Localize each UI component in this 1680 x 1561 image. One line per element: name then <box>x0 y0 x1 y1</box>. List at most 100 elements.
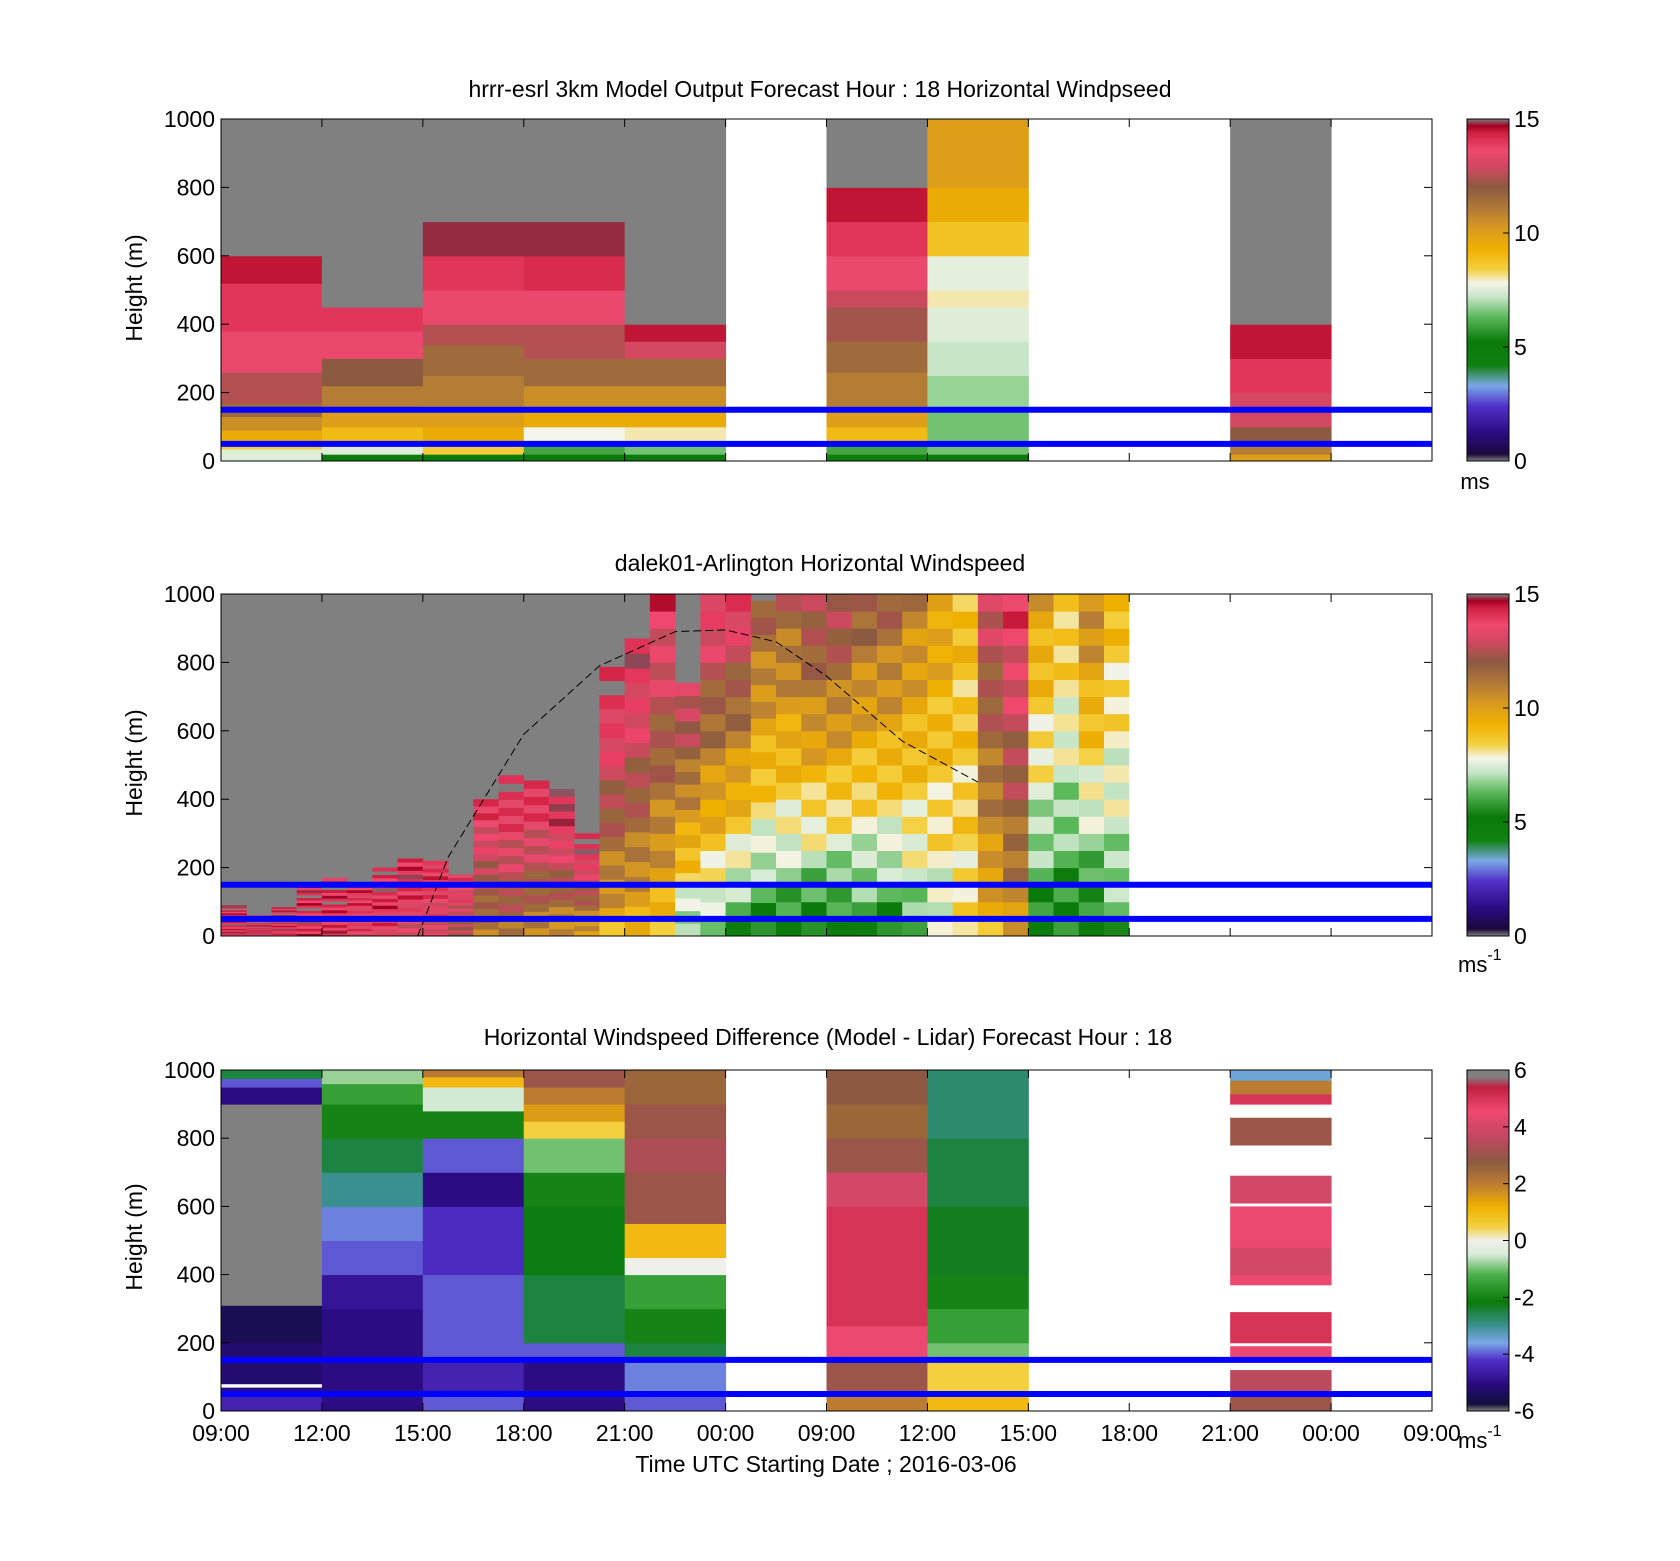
lidar-cell <box>750 818 777 836</box>
lidar-cell <box>422 875 449 881</box>
lidar-cell <box>851 918 878 937</box>
lidar-cell <box>372 912 399 916</box>
lidar-cell <box>448 892 474 897</box>
heatmap-cell <box>826 426 928 445</box>
lidar-cell <box>296 933 323 937</box>
lidar-cell <box>750 667 777 686</box>
lidar-cell <box>826 867 853 886</box>
lidar-cell <box>498 799 525 808</box>
lidar-cell <box>876 645 903 663</box>
lidar-cell <box>397 911 424 916</box>
lidar-cell <box>624 802 651 818</box>
heatmap-cell <box>927 1308 1029 1344</box>
heatmap-cell <box>221 119 323 223</box>
heatmap-cell <box>221 255 323 284</box>
lidar-cell <box>826 901 853 920</box>
lidar-cell <box>776 867 802 886</box>
lidar-cell <box>271 931 298 934</box>
heatmap-cell <box>221 449 323 462</box>
lidar-cell <box>851 884 878 903</box>
x-tick-label: 09:00 <box>798 1420 856 1446</box>
lidar-cell <box>776 611 802 629</box>
lidar-cell <box>347 925 373 929</box>
lidar-cell <box>498 863 525 873</box>
lidar-cell <box>221 911 247 914</box>
plot-area-difference <box>220 1069 1433 1412</box>
heatmap-cell <box>321 1138 424 1173</box>
heatmap-cell <box>321 443 424 455</box>
lidar-cell <box>1053 645 1080 663</box>
lidar-cell <box>801 713 827 732</box>
lidar-cell <box>599 794 626 809</box>
lidar-cell <box>473 833 500 841</box>
lidar-cell <box>750 835 777 853</box>
lidar-cell <box>1104 799 1130 817</box>
lidar-cell <box>1053 662 1080 680</box>
heatmap-cell <box>1230 1247 1332 1276</box>
heatmap-cell <box>826 341 928 373</box>
lidar-cell <box>977 901 1004 920</box>
y-tick-label: 0 <box>202 1398 215 1424</box>
heatmap-cell <box>927 409 1029 455</box>
lidar-cell <box>271 908 298 911</box>
lidar-cell <box>776 730 802 749</box>
lidar-cell <box>902 679 928 698</box>
lidar-cell <box>675 860 701 874</box>
lidar-cell <box>675 847 701 861</box>
heatmap-cell <box>927 1359 1029 1395</box>
lidar-cell <box>422 898 449 903</box>
lidar-cell <box>700 696 727 715</box>
lidar-cell <box>675 758 701 772</box>
heatmap-cell <box>1230 1175 1332 1204</box>
lidar-cell <box>927 799 954 817</box>
lidar-cell <box>397 890 424 896</box>
lidar-cell <box>1028 816 1055 834</box>
lidar-cell <box>826 747 853 766</box>
lidar-cell <box>952 850 979 869</box>
lidar-cell <box>1028 782 1055 800</box>
heatmap-cell <box>221 1104 323 1306</box>
lidar-cell <box>523 919 550 929</box>
lidar-cell <box>725 747 752 766</box>
heatmap-cell <box>927 1274 1029 1310</box>
lidar-cell <box>372 901 399 906</box>
lidar-cell <box>952 765 979 783</box>
lidar-cell <box>876 679 903 698</box>
lidar-cell <box>725 611 752 629</box>
lidar-cell <box>700 611 727 629</box>
lidar-cell <box>851 645 878 663</box>
lidar-cell <box>221 906 247 909</box>
heatmap-cell <box>221 1078 323 1088</box>
y-tick-label: 800 <box>177 1125 215 1151</box>
lidar-cell <box>1053 765 1080 783</box>
heatmap-cell <box>1230 1070 1332 1081</box>
lidar-cell <box>397 886 424 892</box>
heatmap-cell <box>826 290 928 308</box>
lidar-cell <box>675 885 701 899</box>
lidar-cell <box>902 628 928 646</box>
lidar-cell <box>750 902 777 920</box>
lidar-cell <box>649 611 676 629</box>
heatmap-cell <box>321 1240 424 1276</box>
lidar-cell <box>801 696 827 715</box>
lidar-cell <box>776 816 802 834</box>
lidar-cell <box>876 713 903 732</box>
heatmap-cell <box>624 454 727 462</box>
lidar-cell <box>296 905 323 909</box>
lidar-cell <box>851 696 878 715</box>
heatmap-cell <box>321 1083 424 1105</box>
heatmap-cell <box>422 1070 525 1078</box>
lidar-cell <box>599 765 626 781</box>
lidar-cell <box>750 600 777 619</box>
lidar-cell <box>498 807 525 816</box>
heatmap-cell <box>624 1257 727 1276</box>
lidar-cell <box>498 919 525 929</box>
lidar-cell <box>801 918 827 937</box>
lidar-cell <box>397 923 424 929</box>
lidar-cell <box>473 853 500 862</box>
lidar-cell <box>952 799 979 817</box>
heatmap-cell <box>221 1383 323 1388</box>
x-axis-label: Time UTC Starting Date ; 2016-03-06 <box>635 1451 1016 1477</box>
ylabel-lidar: Height (m) <box>121 709 147 816</box>
x-tick-label: 18:00 <box>1100 1420 1158 1446</box>
